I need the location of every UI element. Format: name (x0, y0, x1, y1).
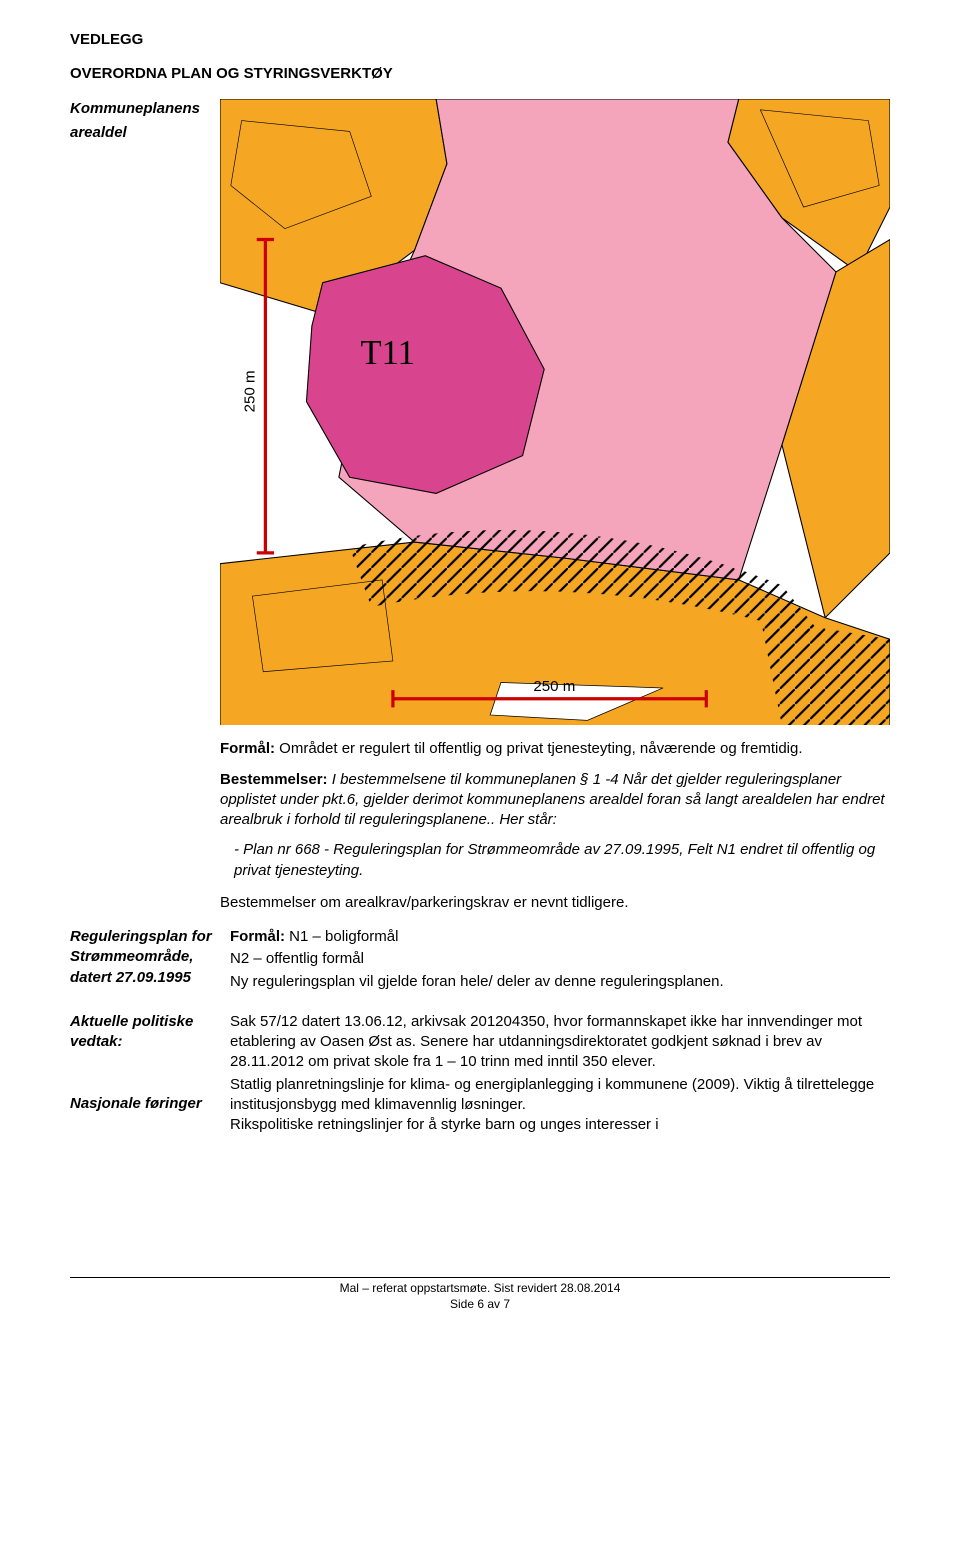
label-vedtak-l2: vedtak: (70, 1032, 230, 1052)
bestemmelser2: Bestemmelser om arealkrav/parkeringskrav… (220, 893, 890, 913)
footer-rule (70, 1277, 890, 1278)
heading-vedlegg: VEDLEGG (70, 30, 890, 50)
label-reguleringsplan: Reguleringsplan for Strømmeområde, dater… (70, 927, 230, 994)
formaal-label: Formål: (220, 740, 275, 757)
scale-x-label: 250 m (533, 678, 575, 695)
footer-line2: Side 6 av 7 (70, 1296, 890, 1312)
plan-line: - Plan nr 668 - Reguleringsplan for Strø… (234, 840, 890, 881)
map-label-t11: T11 (360, 333, 414, 371)
label-kommuneplanens: Kommuneplanens (70, 99, 220, 119)
label-regplan-l2: Strømmeområde, (70, 947, 230, 967)
regplan-line3: Ny reguleringsplan vil gjelde foran hele… (230, 972, 890, 992)
map-svg: T11 250 m 250 m (220, 99, 890, 726)
formaal-paragraph: Formål: Området er regulert til offentli… (220, 739, 890, 759)
footer-line1: Mal – referat oppstartsmøte. Sist revide… (70, 1280, 890, 1296)
regplan-line2: N2 – offentlig formål (230, 949, 890, 969)
regplan-value: Formål: N1 – boligformål N2 – offentlig … (230, 927, 890, 994)
label-nasjonale: Nasjonale føringer (70, 1094, 230, 1114)
nasjonale-text: Statlig planretningslinje for klima- og … (230, 1075, 890, 1136)
bestemmelser-label: Bestemmelser: (220, 771, 328, 788)
map-figure: T11 250 m 250 m (220, 99, 890, 726)
scale-y-label: 250 m (242, 370, 259, 412)
regplan-line1b: N1 – boligformål (285, 928, 398, 945)
formaal-rest: Området er regulert til offentlig og pri… (275, 740, 803, 757)
label-vedtak-l1: Aktuelle politiske (70, 1012, 230, 1032)
label-regplan-l3: datert 27.09.1995 (70, 968, 230, 988)
vedtak-text: Sak 57/12 datert 13.06.12, arkivsak 2012… (230, 1012, 890, 1073)
regplan-formaal-label: Formål: (230, 928, 285, 945)
bestemmelser-paragraph: Bestemmelser: I bestemmelsene til kommun… (220, 770, 890, 831)
label-vedtak: Aktuelle politiske vedtak: Nasjonale før… (70, 1012, 230, 1138)
label-regplan-l1: Reguleringsplan for (70, 927, 230, 947)
label-arealdel: arealdel (70, 123, 220, 143)
heading-overordna: OVERORDNA PLAN OG STYRINGSVERKTØY (70, 64, 890, 84)
vedtak-nasjonale-value: Sak 57/12 datert 13.06.12, arkivsak 2012… (230, 1012, 890, 1138)
